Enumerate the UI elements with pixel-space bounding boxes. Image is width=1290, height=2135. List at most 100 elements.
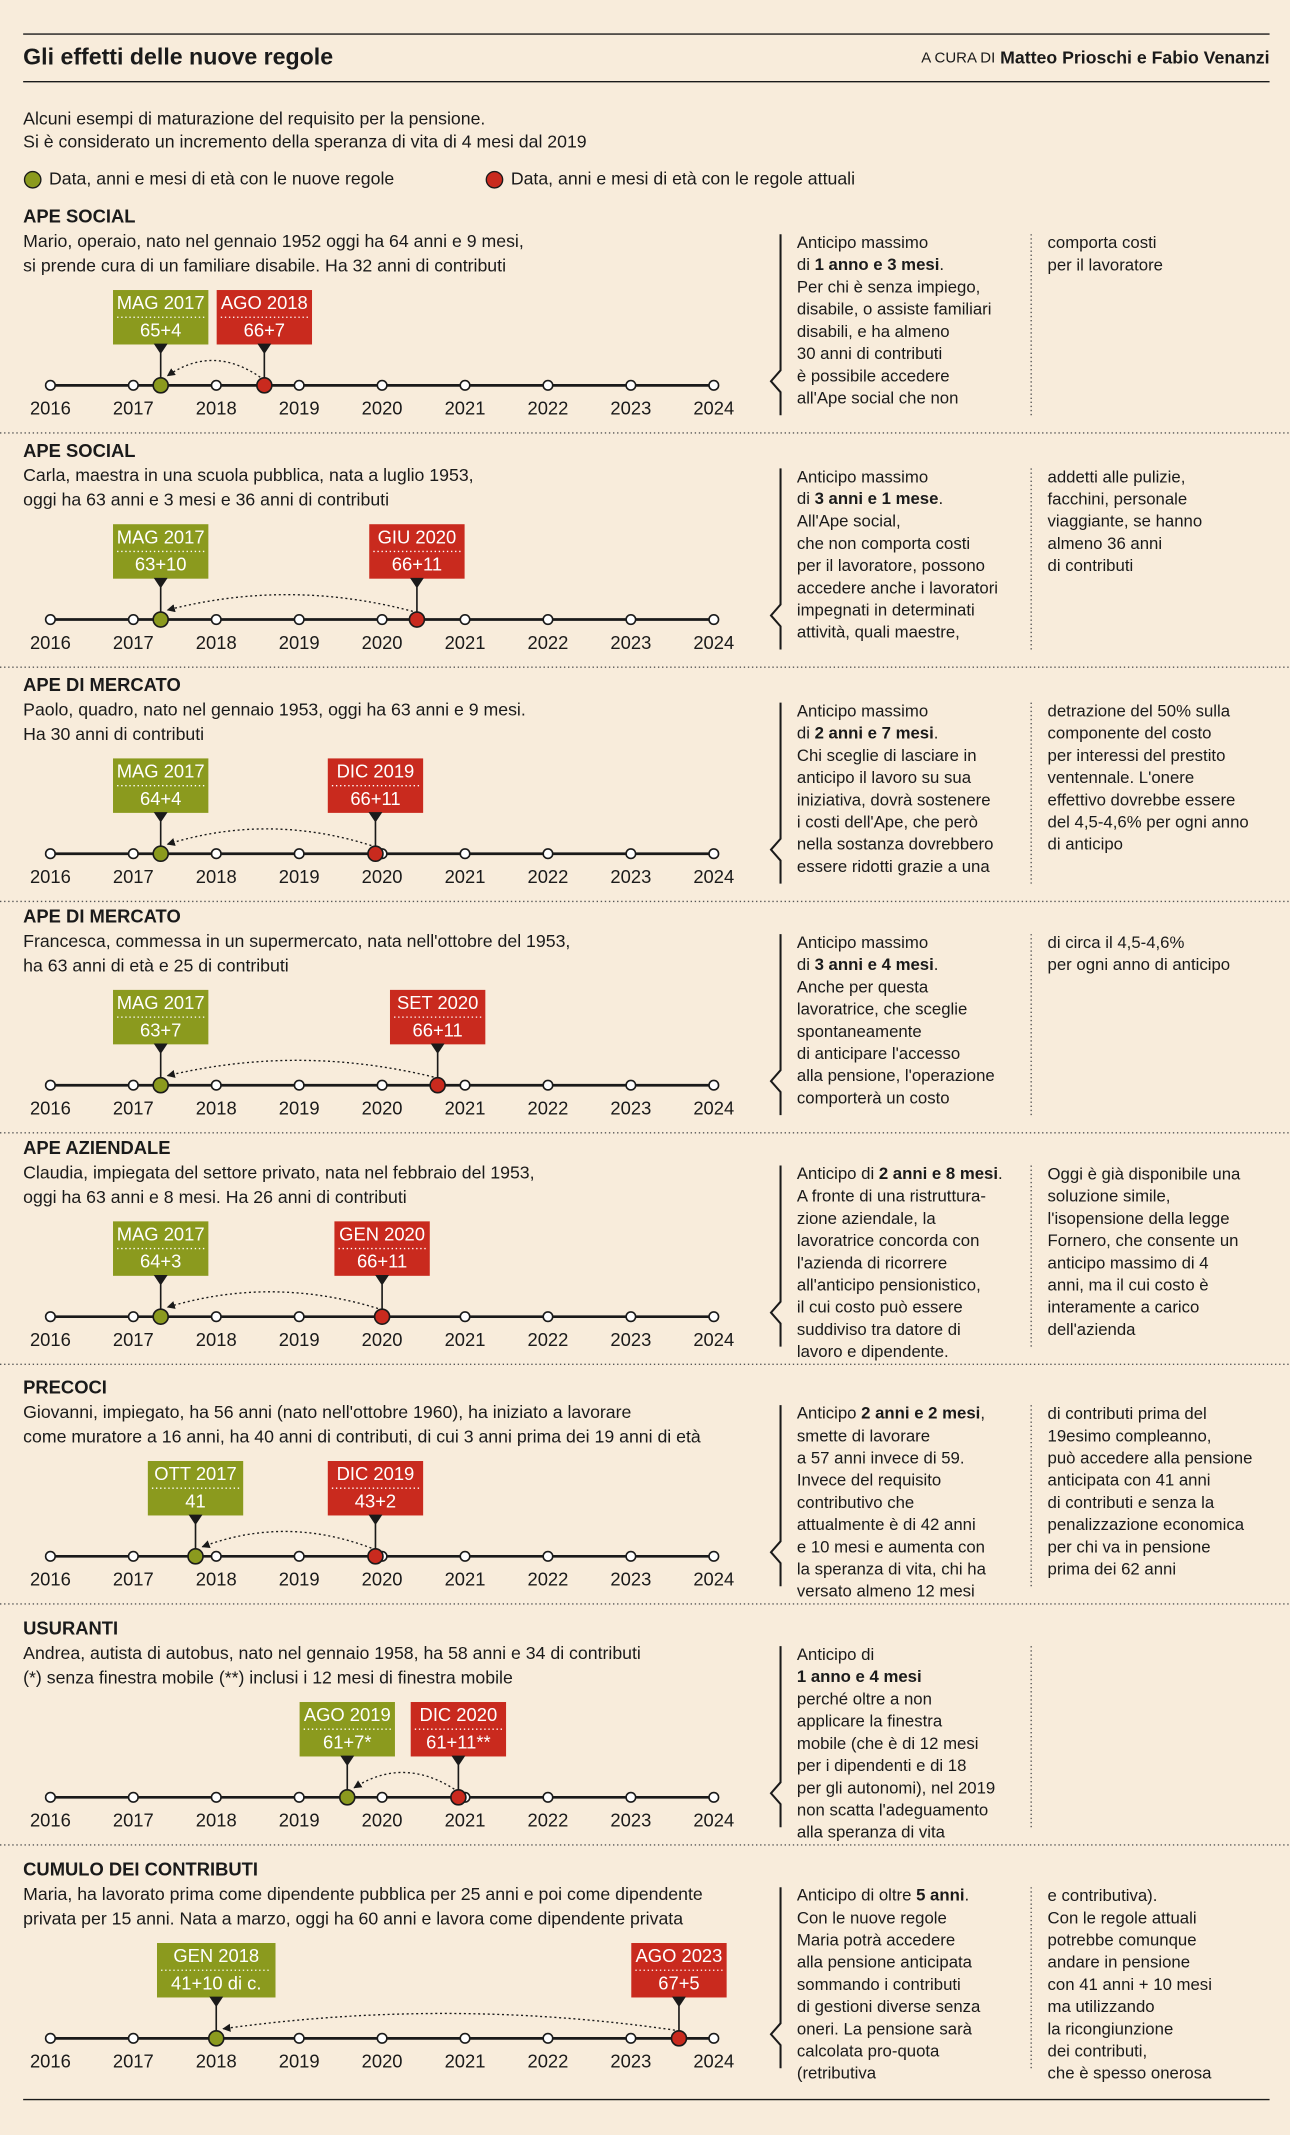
x-tick-label: 2016 [30, 1810, 71, 1831]
arrow-arc [166, 594, 414, 613]
x-tick-label: 2016 [30, 1098, 71, 1119]
event-marker [152, 611, 169, 628]
note-line: Per chi è senza impiego, [797, 278, 980, 297]
bracket [769, 234, 782, 416]
section-title: APE DI MERCATO [23, 906, 181, 927]
legend-swatch [23, 170, 42, 189]
tick-dot [376, 2032, 388, 2044]
note-line: zione aziendale, la [797, 1209, 936, 1228]
event-marker [670, 2030, 688, 2047]
legend-swatch [485, 170, 504, 189]
note-line: lavoro e dipendente. [797, 1342, 949, 1361]
note-line: a 57 anni invece di 59. [797, 1449, 965, 1468]
event-pin [153, 1043, 168, 1079]
note-line: di contributi [1048, 556, 1134, 575]
tick-dot [210, 1550, 222, 1562]
tick-dot [44, 1311, 56, 1323]
event-marker [367, 845, 384, 863]
note-text: di [797, 955, 815, 974]
note-line: la ricongiunzione [1048, 2019, 1174, 2038]
tick-dot [44, 613, 56, 626]
note-line: per chi va in pensione [1048, 1537, 1211, 1556]
note-line: Anticipo massimo [797, 933, 928, 952]
event-date: MAG 2017 [117, 526, 205, 547]
event-pin [451, 1755, 466, 1791]
legend-label: Data, anni e mesi di età con le regole a… [511, 168, 855, 188]
tick-dot [127, 379, 139, 391]
note-line: Chi sceglie di lasciare in [797, 746, 977, 765]
note-text: di [797, 724, 815, 743]
note-line: l'isopensione della legge [1048, 1209, 1230, 1228]
x-tick-label: 2019 [279, 866, 320, 887]
note-line: essere ridotti grazie a una [797, 857, 990, 876]
note-line: di contributi e senza la [1048, 1493, 1215, 1512]
description-line: Francesca, commessa in un supermercato, … [23, 931, 570, 951]
x-tick-label: 2019 [279, 1569, 320, 1590]
tick-dot [542, 1079, 554, 1091]
event-age: 41 [185, 1490, 205, 1511]
note-line: dei contributi, [1048, 2042, 1148, 2061]
tick-dot [708, 379, 720, 391]
note-line: lavoratrice, che sceglie [797, 1000, 967, 1019]
tick-dot [44, 2032, 56, 2044]
tick-dot [542, 848, 554, 860]
event-marker [338, 1789, 356, 1806]
note-line: che non comporta costi [797, 534, 970, 553]
x-tick-label: 2019 [279, 1810, 320, 1831]
event-age: 66+7 [244, 319, 285, 340]
x-tick-label: 2020 [362, 2051, 403, 2072]
event-date: GIU 2020 [378, 526, 457, 547]
x-tick-label: 2018 [196, 866, 237, 887]
note-line: almeno 36 anni [1048, 534, 1163, 553]
note-line: per il lavoratore [1048, 255, 1163, 274]
note-line: Con le nuove regole [797, 1908, 947, 1927]
bracket [769, 1165, 782, 1347]
tick-dot [542, 1550, 554, 1562]
event-marker [450, 1789, 467, 1806]
event-pin [188, 1514, 203, 1550]
event-marker [152, 1308, 169, 1325]
note-line: disabile, o assiste familiari [797, 300, 992, 319]
x-tick-label: 2021 [445, 2051, 486, 2072]
tick-dot [127, 1550, 139, 1562]
tick-dot [625, 613, 637, 626]
event-marker [408, 611, 426, 628]
tick-dot [293, 613, 305, 626]
event-box [369, 524, 465, 579]
description-line: Carla, maestra in una scuola pubblica, n… [23, 465, 473, 485]
tick-dot [210, 1079, 222, 1091]
note-line: è possibile accedere [797, 366, 950, 385]
event-date: AGO 2018 [221, 292, 308, 313]
note-line: l'azienda di ricorrere [797, 1253, 947, 1272]
tick-dot [625, 2032, 637, 2044]
note-line: e 10 mesi e aumenta con [797, 1537, 985, 1556]
event-pin [153, 1275, 168, 1310]
tick-dot [542, 2032, 554, 2044]
note-line: 1 anno e 4 mesi [797, 1667, 922, 1686]
note-text: Anticipo [797, 1404, 861, 1423]
note-line: anticipo il lavoro su sua [797, 768, 972, 787]
note-bold: 1 anno e 4 mesi [797, 1667, 922, 1686]
note-line: del 4,5-4,6% per ogni anno [1048, 813, 1249, 832]
note-line: Anticipo massimo [797, 702, 928, 721]
tick-dot [127, 1079, 139, 1091]
note-line: potrebbe comunque [1048, 1931, 1197, 1950]
x-tick-label: 2017 [113, 632, 154, 653]
x-tick-label: 2016 [30, 1569, 71, 1590]
note-line: versato almeno 12 mesi [797, 1582, 975, 1601]
bracket [769, 468, 782, 650]
tick-dot [127, 848, 139, 860]
note-line: Fornero, che consente un [1048, 1231, 1239, 1250]
note-line: ma utilizzando [1048, 1997, 1155, 2016]
event-box [147, 1461, 244, 1516]
event-box [113, 524, 209, 579]
byline-authors: Matteo Prioschi e Fabio Venanzi [1000, 47, 1269, 67]
x-tick-label: 2024 [693, 398, 734, 419]
note-bold: 3 anni e 1 mese [815, 490, 939, 509]
event-box [113, 1221, 209, 1276]
intro-line: Si è considerato un incremento della spe… [23, 132, 587, 152]
x-tick-label: 2020 [362, 1098, 403, 1119]
note-line: la speranza di vita, chi ha [797, 1559, 987, 1578]
tick-dot [708, 1311, 720, 1323]
x-tick-label: 2019 [279, 632, 320, 653]
